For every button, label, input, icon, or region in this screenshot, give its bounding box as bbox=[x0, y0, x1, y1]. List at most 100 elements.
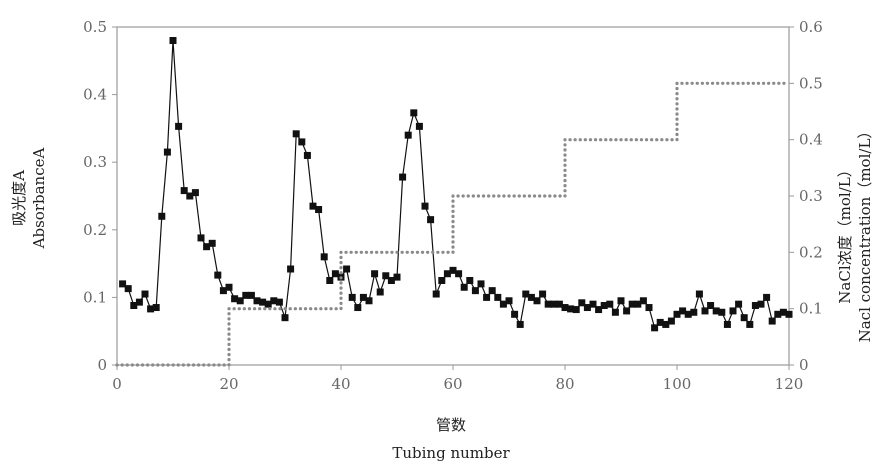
absorbance-point-marker bbox=[533, 297, 541, 305]
absorbance-point-marker bbox=[275, 298, 283, 306]
absorbance-point-marker bbox=[315, 206, 323, 214]
absorbance-point-marker bbox=[348, 293, 356, 301]
y-left-tick-label: 0 bbox=[97, 356, 107, 374]
absorbance-point-marker bbox=[723, 320, 731, 328]
absorbance-point-marker bbox=[757, 300, 765, 308]
absorbance-point-marker bbox=[499, 300, 507, 308]
y-left-tick-label: 0.2 bbox=[83, 221, 107, 239]
y-right-tick-label: 0.4 bbox=[799, 131, 823, 149]
absorbance-point-marker bbox=[695, 290, 703, 298]
absorbance-point-marker bbox=[684, 310, 692, 318]
y-left-tick-label: 0.3 bbox=[83, 153, 107, 171]
absorbance-point-marker bbox=[415, 122, 423, 130]
absorbance-point-marker bbox=[236, 297, 244, 305]
absorbance-point-marker bbox=[567, 305, 575, 313]
absorbance-point-marker bbox=[539, 290, 547, 298]
absorbance-point-marker bbox=[550, 300, 558, 308]
absorbance-point-marker bbox=[572, 306, 580, 314]
y-right-axis-title-en: Nacl concentration（mol/L） bbox=[856, 124, 874, 343]
absorbance-point-marker bbox=[427, 216, 435, 224]
absorbance-point-marker bbox=[763, 293, 771, 301]
absorbance-point-marker bbox=[494, 293, 502, 301]
absorbance-point-marker bbox=[505, 297, 513, 305]
absorbance-point-marker bbox=[191, 189, 199, 197]
absorbance-point-marker bbox=[578, 299, 586, 307]
absorbance-point-marker bbox=[785, 310, 793, 318]
absorbance-point-marker bbox=[119, 280, 127, 288]
y-left-tick-label: 0.5 bbox=[83, 18, 107, 36]
absorbance-point-marker bbox=[292, 130, 300, 138]
absorbance-point-marker bbox=[320, 253, 328, 261]
absorbance-point-marker bbox=[231, 295, 239, 303]
absorbance-point-marker bbox=[667, 317, 675, 325]
absorbance-point-marker bbox=[645, 304, 653, 312]
absorbance-point-marker bbox=[460, 283, 468, 291]
absorbance-point-marker bbox=[163, 148, 171, 156]
absorbance-point-marker bbox=[141, 290, 149, 298]
absorbance-point-marker bbox=[623, 307, 631, 315]
y-right-tick-label: 0 bbox=[799, 356, 809, 374]
absorbance-point-marker bbox=[264, 300, 272, 308]
absorbance-point-marker bbox=[169, 37, 177, 45]
x-tick-label: 0 bbox=[112, 375, 122, 393]
absorbance-point-marker bbox=[376, 288, 384, 296]
absorbance-point-marker bbox=[449, 266, 457, 274]
absorbance-point-marker bbox=[589, 300, 597, 308]
y-left-tick-label: 0.1 bbox=[83, 288, 107, 306]
absorbance-point-marker bbox=[483, 293, 491, 301]
absorbance-point-marker bbox=[130, 302, 138, 310]
absorbance-point-marker bbox=[382, 272, 390, 280]
x-tick-label: 40 bbox=[331, 375, 350, 393]
absorbance-point-marker bbox=[522, 290, 530, 298]
absorbance-point-marker bbox=[639, 297, 647, 305]
absorbance-point-marker bbox=[147, 305, 155, 313]
absorbance-point-marker bbox=[359, 293, 367, 301]
absorbance-point-marker bbox=[371, 270, 379, 278]
absorbance-point-marker bbox=[511, 310, 519, 318]
absorbance-point-marker bbox=[477, 280, 485, 288]
y-right-tick-label: 0.2 bbox=[799, 243, 823, 261]
absorbance-point-marker bbox=[690, 308, 698, 316]
absorbance-point-marker bbox=[152, 304, 160, 312]
absorbance-point-marker bbox=[309, 202, 317, 210]
absorbance-point-marker bbox=[617, 297, 625, 305]
absorbance-point-marker bbox=[779, 308, 787, 316]
absorbance-point-marker bbox=[751, 302, 759, 310]
absorbance-point-marker bbox=[712, 307, 720, 315]
absorbance-point-marker bbox=[387, 277, 395, 284]
y-left-tick-label: 0.4 bbox=[83, 86, 107, 104]
absorbance-point-marker bbox=[186, 192, 194, 200]
absorbance-point-marker bbox=[180, 187, 188, 195]
y-right-tick-label: 0.3 bbox=[799, 187, 823, 205]
absorbance-point-marker bbox=[298, 138, 306, 146]
y-left-axis-title-en: AbsorbanceA bbox=[30, 148, 48, 250]
absorbance-point-marker bbox=[399, 173, 407, 181]
absorbance-point-marker bbox=[555, 300, 563, 308]
absorbance-point-marker bbox=[707, 302, 715, 310]
x-tick-label: 80 bbox=[555, 375, 574, 393]
x-axis-title-en: Tubing number bbox=[392, 444, 510, 462]
absorbance-point-marker bbox=[656, 318, 664, 326]
absorbance-point-marker bbox=[740, 314, 748, 322]
absorbance-point-marker bbox=[701, 307, 709, 315]
absorbance-point-marker bbox=[735, 300, 743, 308]
absorbance-point-marker bbox=[768, 317, 776, 325]
absorbance-point-marker bbox=[259, 298, 267, 306]
absorbance-point-marker bbox=[651, 324, 659, 332]
absorbance-series-line bbox=[122, 40, 790, 329]
absorbance-point-marker bbox=[242, 291, 250, 299]
absorbance-point-marker bbox=[455, 270, 463, 278]
absorbance-point-marker bbox=[303, 151, 311, 159]
absorbance-point-marker bbox=[124, 285, 132, 293]
y-right-tick-label: 0.6 bbox=[799, 18, 823, 36]
axes-group: 0 20 40 60 80 100 12000.10.20.30.40.500.10.20.… bbox=[83, 18, 823, 393]
absorbance-point-marker bbox=[611, 308, 619, 316]
absorbance-point-marker bbox=[471, 287, 479, 295]
data-marks-group bbox=[115, 37, 793, 367]
absorbance-point-marker bbox=[583, 304, 591, 312]
labels-group: 管数 Tubing number 吸光度A AbsorbanceA NaCl浓度… bbox=[10, 124, 874, 462]
absorbance-point-marker bbox=[253, 297, 261, 305]
absorbance-point-marker bbox=[718, 308, 726, 316]
